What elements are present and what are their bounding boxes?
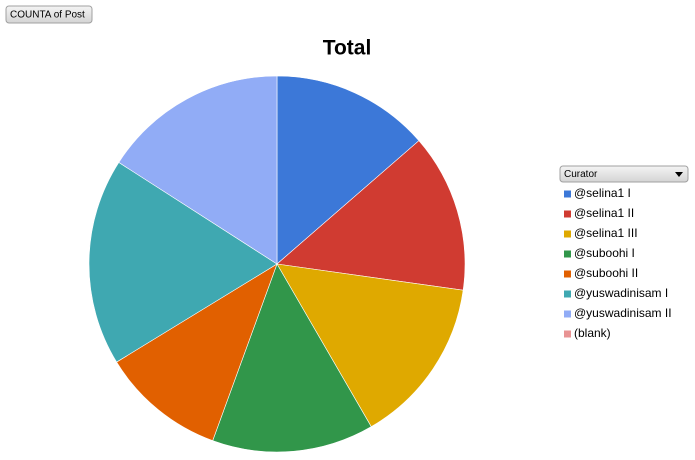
legend-swatch: [564, 190, 571, 198]
pie-slice: [276, 140, 466, 291]
legend-label: @selina1 II: [574, 206, 634, 220]
legend-swatch: [564, 210, 571, 218]
legend-title: Curator: [564, 169, 598, 180]
pie-slice: [116, 263, 278, 442]
legend-label: @suboohi II: [574, 266, 638, 280]
legend-label: @yuswadinisam I: [574, 286, 668, 300]
legend-label: @suboohi I: [574, 246, 635, 260]
pie-slice: [88, 162, 278, 363]
field-button[interactable]: [5, 5, 93, 24]
legend-filter-button[interactable]: [559, 165, 689, 183]
legend-swatch: [564, 330, 571, 338]
legend-label: (blank): [574, 326, 611, 340]
pie-slice: [276, 263, 464, 428]
pie-slice: [276, 75, 420, 265]
legend-swatch: [564, 310, 571, 318]
legend-swatch: [564, 290, 571, 298]
legend-label: @yuswadinisam II: [574, 306, 672, 320]
legend-swatch: [564, 270, 571, 278]
dropdown-arrow: [675, 172, 683, 177]
legend-label: @selina1 III: [574, 226, 638, 240]
legend-swatch: [564, 250, 571, 258]
pie-slice: [118, 75, 278, 265]
legend-swatch: [564, 230, 571, 238]
legend-label: @selina1 I: [574, 186, 631, 200]
field-button-label: COUNTA of Post: [10, 10, 85, 21]
chart-title: Total: [323, 37, 372, 60]
pie-slice: [212, 263, 372, 453]
